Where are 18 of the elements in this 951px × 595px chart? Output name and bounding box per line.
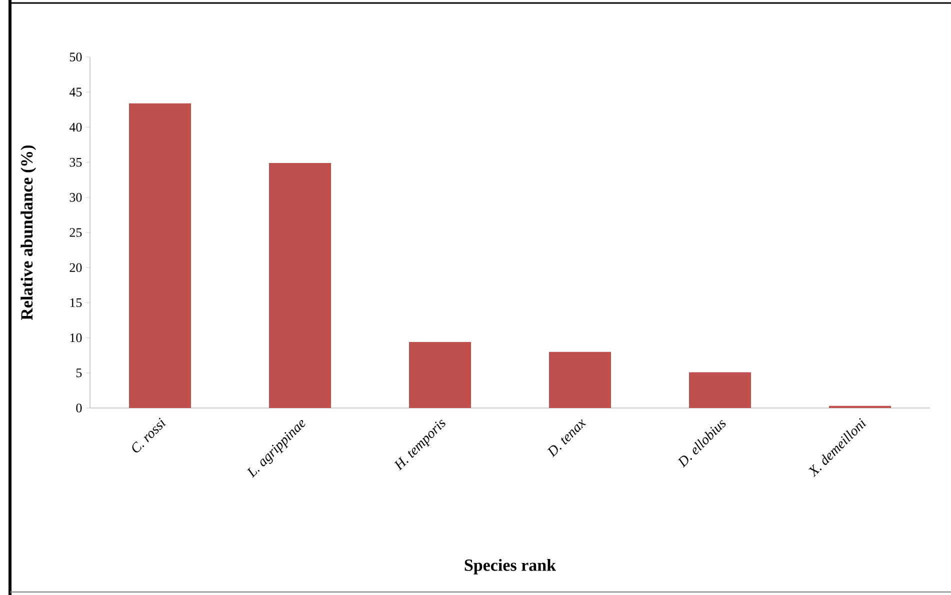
y-tick-label: 20 (70, 263, 82, 272)
y-tick-label: 50 (70, 52, 82, 62)
y-tick-label: 0 (76, 404, 82, 412)
y-tick-label: 40 (69, 122, 82, 132)
x-axis-title: Species rank (464, 558, 556, 574)
bar (269, 163, 331, 408)
y-tick-label: 15 (70, 298, 82, 308)
y-tick-label: 45 (69, 88, 82, 96)
y-tick-label: 35 (70, 158, 82, 167)
bar (129, 103, 192, 408)
bar (549, 352, 612, 408)
bar (409, 342, 471, 408)
y-tick-label: 5 (76, 368, 82, 378)
y-tick-label: 25 (70, 228, 82, 237)
y-tick-label: 10 (70, 333, 82, 342)
y-axis-title: Relative abundance (%) (20, 145, 36, 320)
y-tick-label: 30 (70, 193, 82, 202)
bar (689, 372, 751, 408)
